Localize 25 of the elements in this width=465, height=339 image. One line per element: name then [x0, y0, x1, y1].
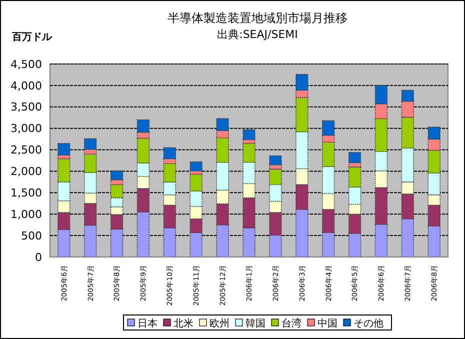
legend-label: 北米 — [174, 318, 194, 330]
y-tick-label: 500 — [21, 229, 42, 242]
y-tick-label: 2,500 — [10, 144, 42, 157]
legend-label: 韓国 — [246, 318, 266, 330]
bar — [58, 142, 70, 156]
chart-subtitle: 出典:SEAJ/SEMI — [217, 28, 298, 41]
bar — [269, 155, 282, 166]
y-tick-label: 1,000 — [10, 208, 42, 221]
legend-label: 欧州 — [210, 318, 230, 330]
legend-label: 日本 — [138, 318, 158, 330]
bar — [190, 161, 202, 172]
legend-label: 台湾 — [282, 318, 302, 330]
legend-label: 中国 — [318, 318, 338, 330]
y-tick-label: 3,500 — [10, 100, 42, 114]
chart-title: 半導体製造装置地域別市場月推移 — [168, 11, 348, 25]
y-axis-title: 百万ドル — [11, 32, 53, 43]
y-tick-label: 3,000 — [10, 122, 42, 136]
y-tick-label: 0 — [35, 250, 42, 264]
y-tick-label: 4,500 — [10, 58, 42, 71]
y-tick-label: 2,000 — [10, 165, 42, 178]
bar — [348, 152, 362, 164]
legend-label: その他 — [354, 318, 384, 330]
bar — [242, 129, 256, 140]
y-tick-label: 4,000 — [10, 79, 42, 92]
y-tick-label: 1,500 — [10, 186, 42, 200]
